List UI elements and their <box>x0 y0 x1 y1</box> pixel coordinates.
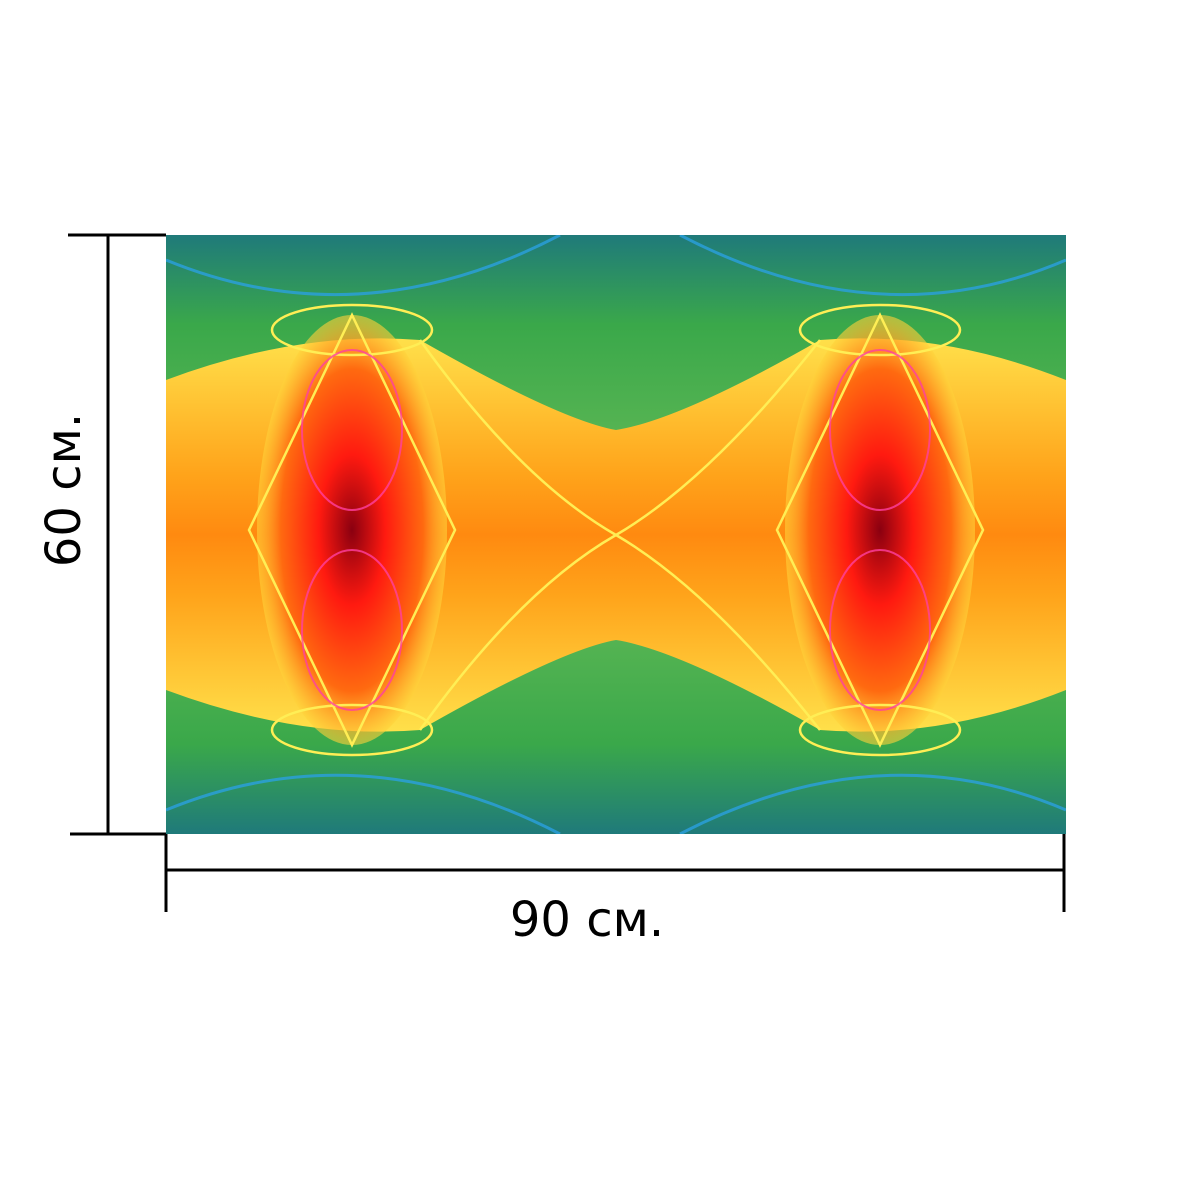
width-dimension <box>164 834 1066 912</box>
height-label: 60 см. <box>36 413 92 567</box>
width-label: 90 см. <box>510 892 664 948</box>
product-image <box>166 235 1066 834</box>
height-dimension <box>68 233 166 836</box>
